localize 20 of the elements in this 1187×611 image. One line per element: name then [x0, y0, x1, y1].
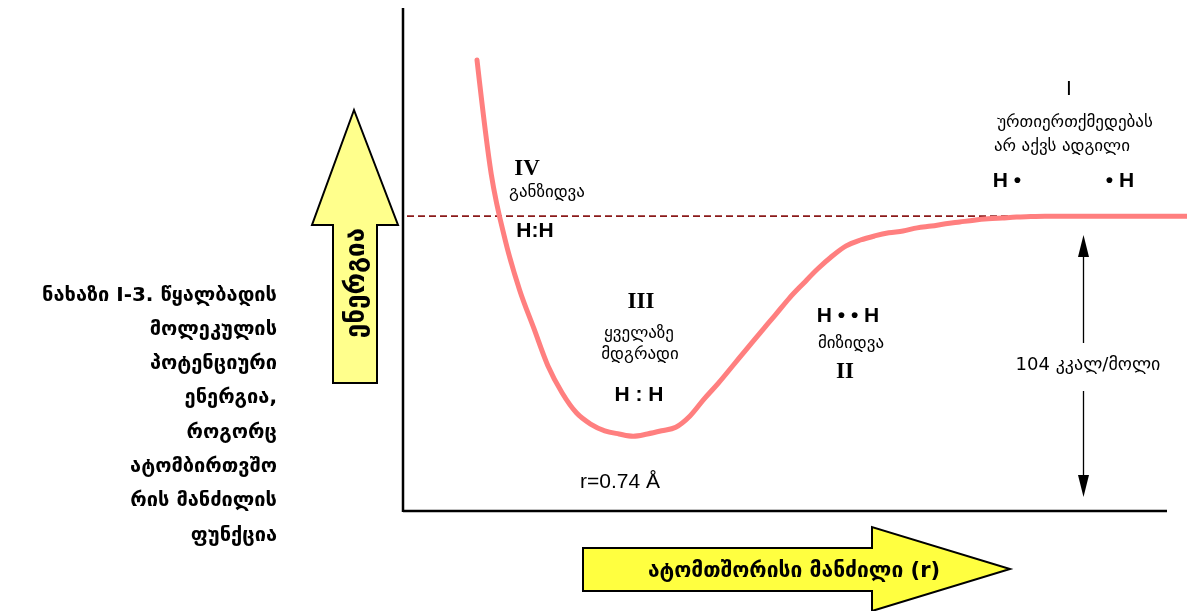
- y-axis-title: ენერგია: [339, 227, 370, 339]
- annotation: H •: [992, 167, 1022, 191]
- annotation: H • • H: [816, 302, 880, 326]
- text: ნახაზი I-3. წყალბადის მოლეკულის პოტენციური ენერგია, როგორც ატომბირთვშო რის მანძილის ფუნქცია: [42, 281, 277, 546]
- annotation: H : H: [614, 381, 664, 405]
- annotation: ურთიერთქმედებას: [997, 111, 1153, 131]
- annotation: r=0.74 Å: [580, 468, 660, 492]
- annotation: განზიდვა: [509, 181, 585, 201]
- annotation: 104 კკალ/მოლი: [1015, 353, 1161, 374]
- annotation: • H: [1105, 167, 1135, 191]
- annotation: ყველაზე: [603, 322, 675, 342]
- annotation: III: [627, 288, 655, 314]
- annotation: არ აქვს ადგილი: [993, 135, 1131, 155]
- annotation: მიზიდვა: [817, 332, 885, 352]
- annotation: IV: [514, 155, 541, 181]
- annotation: I: [1066, 75, 1072, 99]
- x-axis-title: ატომთშორისი მანძილი (r): [647, 558, 941, 582]
- annotation: მდგრადი: [601, 343, 679, 363]
- annotation: II: [836, 358, 854, 384]
- annotation: H:H: [516, 217, 554, 241]
